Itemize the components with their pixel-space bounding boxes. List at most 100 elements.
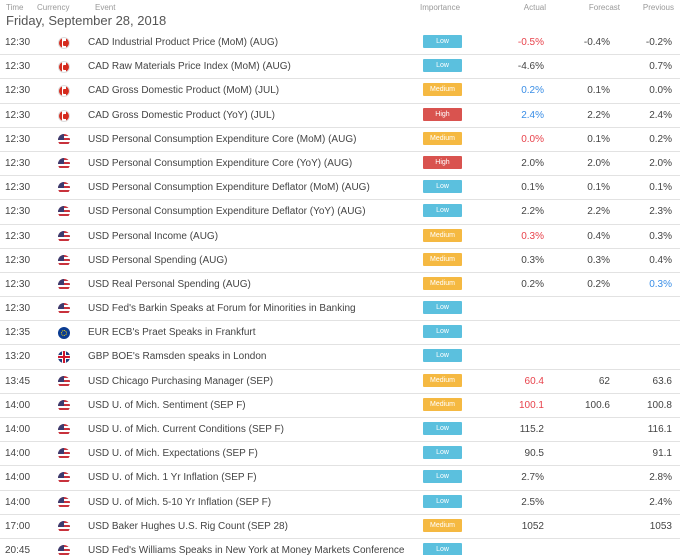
importance-badge: High	[423, 107, 462, 121]
table-row[interactable]: 14:00 USD U. of Mich. Sentiment (SEP F) Me…	[0, 394, 680, 418]
actual-value: 0.2%	[521, 85, 544, 97]
header-actual: Actual	[523, 3, 546, 12]
actual-value: 2.5%	[521, 496, 544, 508]
importance-badge: High	[423, 155, 462, 169]
event-name[interactable]: USD Personal Consumption Expenditure Cor…	[88, 157, 353, 169]
table-row[interactable]: 14:00 USD U. of Mich. 1 Yr Inflation (SEP…	[0, 466, 680, 491]
table-row[interactable]: 12:30 USD Personal Consumption Expenditur…	[0, 128, 680, 152]
usd-flag-icon	[58, 375, 70, 388]
forecast-value: 2.2%	[587, 206, 610, 218]
header-currency: Currency	[37, 3, 70, 12]
table-row[interactable]: 14:00 USD U. of Mich. Current Conditions …	[0, 418, 680, 443]
table-row[interactable]: 12:30 CAD Gross Domestic Product (YoY) (J…	[0, 104, 680, 128]
forecast-value: 0.1%	[587, 182, 610, 194]
usd-flag-icon	[58, 520, 70, 533]
previous-value: 2.4%	[649, 496, 672, 508]
usd-flag-icon	[58, 472, 70, 485]
usd-flag-icon	[58, 157, 70, 170]
forecast-value: 0.3%	[587, 254, 610, 266]
event-name[interactable]: USD Chicago Purchasing Manager (SEP)	[88, 375, 274, 387]
table-row[interactable]: 13:20 GBP BOE's Ramsden speaks in London L…	[0, 345, 680, 370]
previous-value: -0.2%	[645, 37, 672, 48]
event-time: 14:00	[5, 472, 31, 484]
cad-flag-icon	[58, 37, 70, 49]
event-name[interactable]: CAD Gross Domestic Product (YoY) (JUL)	[88, 109, 275, 121]
usd-flag-icon	[58, 399, 70, 412]
table-row[interactable]: 13:45 USD Chicago Purchasing Manager (SEP…	[0, 370, 680, 394]
previous-value: 63.6	[652, 375, 672, 387]
actual-value: 60.4	[524, 375, 544, 387]
importance-badge: Low	[423, 35, 462, 48]
event-time: 12:30	[5, 85, 31, 97]
event-name[interactable]: EUR ECB's Praet Speaks in Frankfurt	[88, 327, 256, 339]
table-row[interactable]: 12:30 CAD Raw Materials Price Index (MoM)…	[0, 55, 680, 80]
event-name[interactable]: USD Personal Consumption Expenditure Def…	[88, 182, 370, 194]
event-name[interactable]: USD Personal Consumption Expenditure Cor…	[88, 133, 357, 145]
event-time: 13:20	[5, 351, 31, 363]
actual-value: 2.0%	[521, 157, 544, 169]
table-row[interactable]: 12:30 USD Personal Consumption Expenditur…	[0, 176, 680, 201]
header-previous: Previous	[642, 3, 674, 12]
event-name[interactable]: USD Personal Consumption Expenditure Def…	[88, 206, 366, 218]
previous-value: 116.1	[647, 424, 672, 435]
forecast-value: 100.6	[584, 399, 610, 411]
event-time: 12:30	[5, 230, 31, 242]
importance-badge: Low	[423, 446, 462, 460]
gbp-flag-icon	[58, 351, 70, 364]
event-name[interactable]: USD Baker Hughes U.S. Rig Count (SEP 28)	[88, 520, 288, 532]
event-name[interactable]: USD Fed's Williams Speaks in New York at…	[88, 544, 405, 555]
actual-value: 2.2%	[521, 206, 544, 218]
event-name[interactable]: USD U. of Mich. Current Conditions (SEP …	[88, 424, 284, 435]
previous-value: 2.3%	[649, 206, 672, 218]
event-time: 12:30	[5, 157, 31, 169]
table-row[interactable]: 12:30 CAD Gross Domestic Product (MoM) (J…	[0, 79, 680, 104]
cad-flag-icon	[58, 109, 70, 122]
event-name[interactable]: USD Personal Income (AUG)	[88, 230, 219, 242]
event-name[interactable]: USD Fed's Barkin Speaks at Forum for Min…	[88, 303, 356, 315]
table-row[interactable]: 12:30 USD Personal Income (AUG) Medium 0.3%…	[0, 225, 680, 249]
previous-value: 1053	[649, 520, 672, 532]
event-time: 12:30	[5, 133, 31, 145]
actual-value: 0.3%	[521, 230, 544, 242]
table-row[interactable]: 20:45 USD Fed's Williams Speaks in New Yo…	[0, 539, 680, 555]
header-time: Time	[6, 3, 24, 12]
event-name[interactable]: USD U. of Mich. Sentiment (SEP F)	[88, 399, 246, 411]
actual-value: 2.4%	[521, 109, 544, 121]
table-row[interactable]: 12:30 USD Fed's Barkin Speaks at Forum fo…	[0, 297, 680, 322]
event-name[interactable]: CAD Gross Domestic Product (MoM) (JUL)	[88, 85, 280, 97]
event-name[interactable]: USD U. of Mich. Expectations (SEP F)	[88, 448, 258, 460]
table-row[interactable]: 17:00 USD Baker Hughes U.S. Rig Count (SE…	[0, 515, 680, 539]
event-name[interactable]: USD Personal Spending (AUG)	[88, 254, 228, 266]
event-name[interactable]: USD Real Personal Spending (AUG)	[88, 278, 251, 290]
cad-flag-icon	[58, 61, 70, 74]
table-row[interactable]: 14:00 USD U. of Mich. 5-10 Yr Inflation (…	[0, 491, 680, 515]
actual-value: 2.7%	[521, 472, 544, 484]
importance-badge: Medium	[423, 83, 462, 97]
usd-flag-icon	[58, 182, 70, 195]
event-name[interactable]: GBP BOE's Ramsden speaks in London	[88, 351, 267, 363]
actual-value: 1052	[521, 520, 544, 532]
table-row[interactable]: 12:30 USD Real Personal Spending (AUG) Med…	[0, 273, 680, 298]
event-list: 12:30 CAD Industrial Product Price (MoM) …	[0, 31, 680, 555]
actual-value: 115.2	[519, 424, 544, 435]
table-row[interactable]: 14:00 USD U. of Mich. Expectations (SEP F…	[0, 442, 680, 467]
previous-value: 0.3%	[649, 278, 672, 290]
table-row[interactable]: 12:30 CAD Industrial Product Price (MoM) …	[0, 31, 680, 56]
eur-flag-icon	[58, 327, 70, 340]
event-time: 14:00	[5, 496, 31, 508]
event-name[interactable]: USD U. of Mich. 5-10 Yr Inflation (SEP F…	[88, 496, 272, 508]
event-name[interactable]: CAD Industrial Product Price (MoM) (AUG)	[88, 37, 279, 48]
table-row[interactable]: 12:35 EUR ECB's Praet Speaks in Frankfurt…	[0, 321, 680, 346]
header-forecast: Forecast	[588, 3, 620, 12]
forecast-value: -0.4%	[583, 37, 610, 48]
importance-badge: Low	[423, 349, 462, 363]
table-row[interactable]: 12:30 USD Personal Spending (AUG) Medium 0.…	[0, 249, 680, 273]
event-name[interactable]: CAD Raw Materials Price Index (MoM) (AUG…	[88, 61, 291, 73]
importance-badge: Low	[423, 180, 462, 194]
actual-value: 0.3%	[521, 254, 544, 266]
importance-badge: Low	[423, 422, 462, 435]
event-name[interactable]: USD U. of Mich. 1 Yr Inflation (SEP F)	[88, 472, 257, 484]
table-row[interactable]: 12:30 USD Personal Consumption Expenditur…	[0, 200, 680, 225]
table-row[interactable]: 12:30 USD Personal Consumption Expenditur…	[0, 152, 680, 177]
importance-badge: Low	[423, 470, 462, 484]
